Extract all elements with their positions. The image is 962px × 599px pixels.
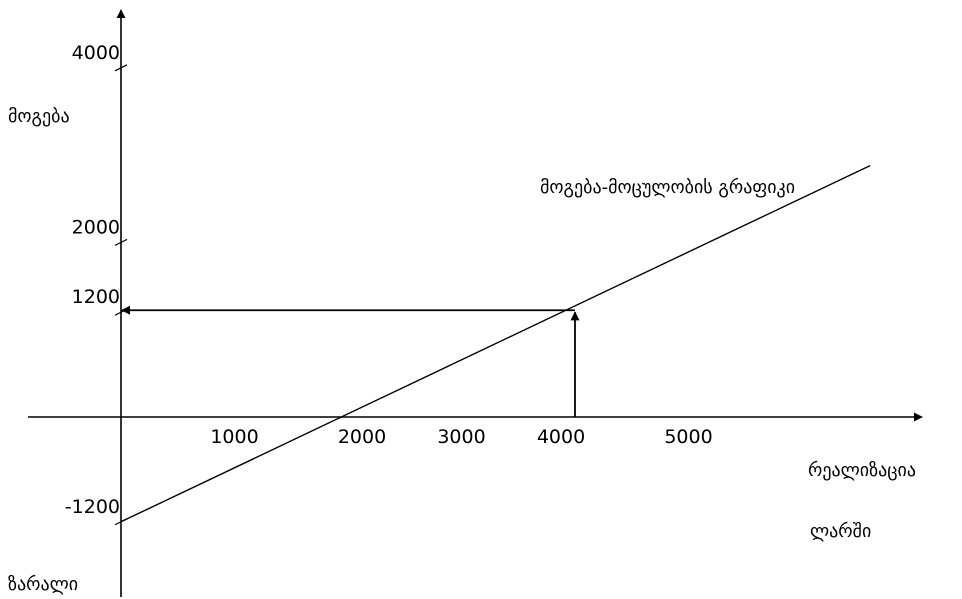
y-axis-label-profit: მოგება — [8, 106, 70, 127]
x-tick-label: 3000 — [437, 426, 485, 448]
y-tick-mark — [114, 64, 128, 72]
x-axis-label-line-2: ლარში — [810, 521, 871, 542]
labels: მოგება ზარალი რეალიზაცია ლარში მოგება-მო… — [8, 106, 916, 595]
series-line — [120, 164, 871, 523]
y-tick-label: 1200 — [72, 286, 120, 308]
x-tick-label: 2000 — [338, 426, 386, 448]
y-tick-mark — [114, 238, 128, 246]
series-label: მოგება-მოცულობის გრაფიკი — [540, 177, 795, 198]
y-axis-label-loss: ზარალი — [8, 574, 78, 595]
x-axis-label-line-1: რეალიზაცია — [808, 460, 916, 481]
annotation-arrows — [121, 305, 580, 417]
x-tick-label: 5000 — [664, 426, 712, 448]
y-tick-label: 4000 — [72, 42, 120, 64]
y-tick-label: -1200 — [65, 496, 120, 518]
tick-marks: 1000 2000 3000 4000 5000 -1200 1200 2000 4000 — [65, 42, 713, 526]
x-tick-label: 4000 — [537, 426, 585, 448]
x-tick-label: 1000 — [210, 426, 258, 448]
axes — [28, 9, 923, 597]
series-layer — [120, 164, 871, 523]
y-tick-label: 2000 — [72, 216, 120, 238]
